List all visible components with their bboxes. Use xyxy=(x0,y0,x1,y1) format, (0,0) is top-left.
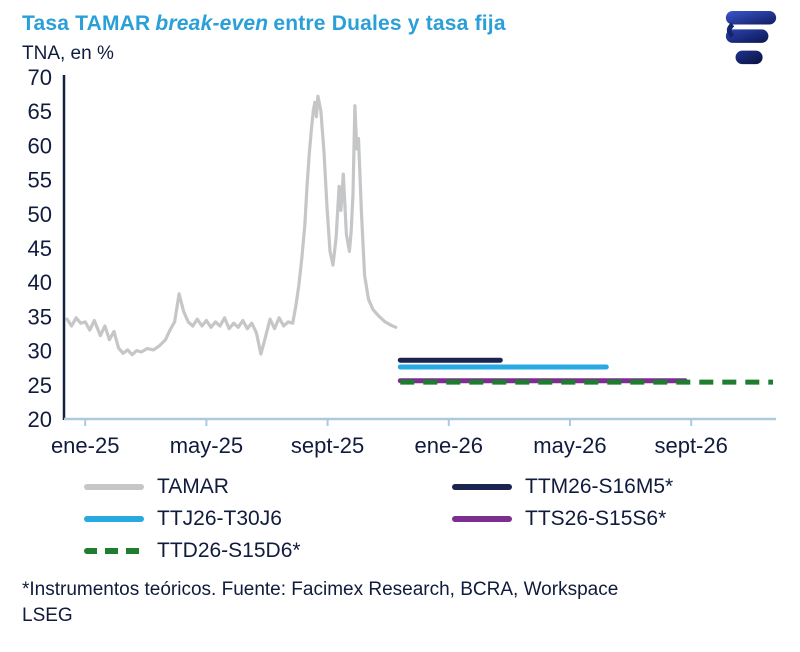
legend-swatch-line-icon xyxy=(84,516,144,522)
chart-legend: TAMAR TTM26-S16M5* TTJ26-T30J6 TTS26-S15S6*… xyxy=(84,475,800,563)
x-tick-label: sept-25 xyxy=(291,433,364,458)
footnote-line-2: LSEG xyxy=(22,605,73,627)
y-tick-label: 25 xyxy=(28,373,52,398)
y-tick-label: 20 xyxy=(28,407,52,432)
legend-item: TAMAR xyxy=(84,475,452,499)
title-text-pre: Tasa TAMAR xyxy=(22,12,151,35)
x-tick-label: sept-26 xyxy=(654,433,727,458)
y-tick-label: 55 xyxy=(28,168,52,193)
chart: 20 25 30 35 40 45 50 55 60 65 70 ene-25 may-25 sept-2… xyxy=(0,69,800,467)
legend-label: TTD26-S15D6* xyxy=(157,539,301,562)
x-tick-label: ene-26 xyxy=(415,433,484,458)
title-text-italic: break-even xyxy=(155,12,269,35)
legend-swatch-dashed-line-icon xyxy=(84,548,144,554)
legend-label: TTS26-S15S6* xyxy=(525,507,667,530)
y-tick-label: 30 xyxy=(28,339,52,364)
y-tick-label: 65 xyxy=(28,99,52,124)
page-title: Tasa TAMAR break-even entre Duales y tasa … xyxy=(22,12,780,36)
legend-item: TTS26-S15S6* xyxy=(452,507,800,531)
legend-label: TAMAR xyxy=(157,475,229,498)
legend-item: TTD26-S15D6* xyxy=(84,539,452,563)
legend-item: TTJ26-T30J6 xyxy=(84,507,452,531)
y-tick-label: 70 xyxy=(28,69,52,90)
legend-swatch-line-icon xyxy=(452,484,512,490)
series-tamar xyxy=(65,94,398,357)
legend-label: TTJ26-T30J6 xyxy=(157,507,282,530)
legend-item: TTM26-S16M5* xyxy=(452,475,800,499)
y-tick-label: 35 xyxy=(28,304,52,329)
footnote-line-1: *Instrumentos teóricos. Fuente: Facimex … xyxy=(22,579,619,600)
x-tick-label: may-26 xyxy=(533,433,606,458)
x-tick-label: ene-25 xyxy=(51,433,120,458)
footnote: *Instrumentos teóricos. Fuente: Facimex … xyxy=(22,577,780,629)
legend-label: TTM26-S16M5* xyxy=(525,475,674,498)
header: Tasa TAMAR break-even entre Duales y tasa … xyxy=(0,0,800,65)
title-text-post: entre Duales y tasa fija xyxy=(273,12,506,35)
y-tick-label: 50 xyxy=(28,202,52,227)
legend-swatch-line-icon xyxy=(452,516,512,522)
chart-unit-subtitle: TNA, en % xyxy=(22,43,114,64)
y-tick-label: 40 xyxy=(28,270,52,295)
y-tick-label: 60 xyxy=(28,133,52,158)
y-tick-label: 45 xyxy=(28,236,52,261)
facimex-logo xyxy=(725,10,777,65)
chart-canvas: 20 25 30 35 40 45 50 55 60 65 70 ene-25 may-25 sept-2… xyxy=(28,69,776,458)
x-tick-label: may-25 xyxy=(170,433,243,458)
legend-swatch-line-icon xyxy=(84,484,144,490)
